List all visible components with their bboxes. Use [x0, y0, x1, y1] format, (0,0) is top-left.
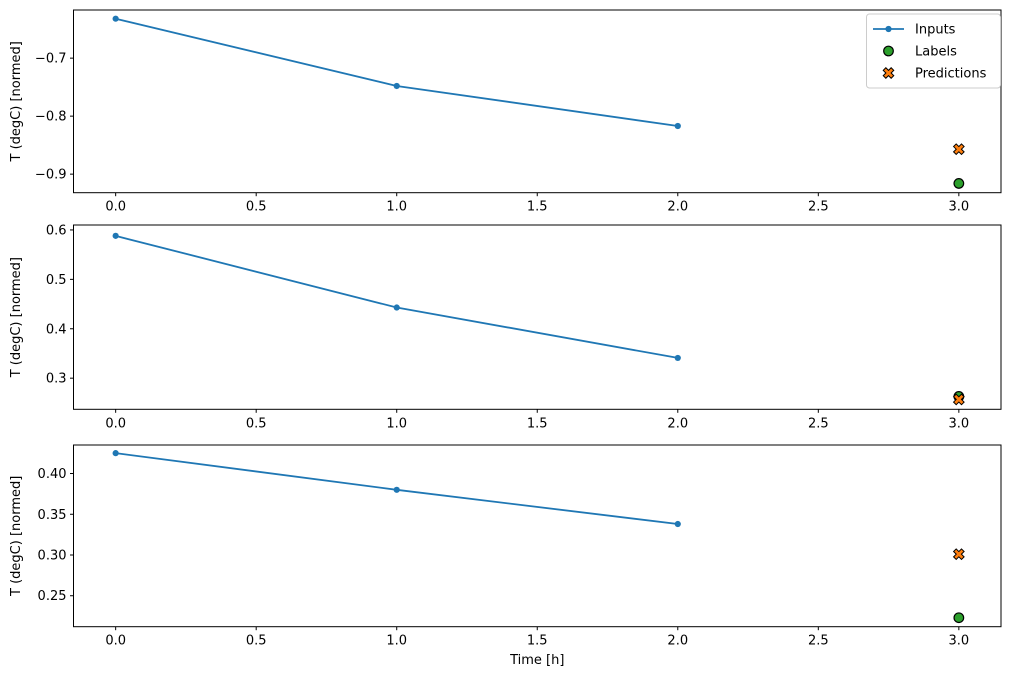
subplot-2: 0.0 0.5 1.0 1.5 2.0 2.5 3.0 0.3 0.4 0.5 0.6 T (degC… — [9, 223, 1002, 431]
x-tick-label: 2.0 — [667, 416, 688, 431]
x-tick-label: 1.5 — [527, 416, 548, 431]
x-tick-label: 0.5 — [246, 416, 267, 431]
subplot-3: 0.0 0.5 1.0 1.5 2.0 2.5 3.0 0.25 0.30 0.35 0.40 T (… — [9, 444, 1002, 668]
inputs-point-marker — [112, 450, 119, 457]
inputs-line — [115, 234, 678, 359]
x-tick-label: 0.0 — [105, 416, 126, 431]
x-tick-label: 1.0 — [386, 200, 407, 215]
y-tick-label: 0.5 — [46, 273, 67, 288]
axes-spines — [73, 9, 1002, 194]
inputs-point-marker — [112, 232, 119, 239]
x-tick-label: 3.0 — [948, 416, 969, 431]
inputs-point-marker — [393, 304, 400, 311]
inputs-line — [115, 17, 678, 127]
y-axis-label: T (degC) [normed] — [9, 476, 24, 597]
x-tick-label: 2.5 — [808, 416, 829, 431]
legend-inputs-marker — [885, 25, 892, 33]
y-tick-label: −0.8 — [35, 110, 67, 125]
axes-spines — [73, 444, 1002, 628]
x-tick-label: 0.5 — [246, 634, 267, 649]
x-tick-label: 3.0 — [948, 200, 969, 215]
legend-label-inputs: Inputs — [915, 23, 956, 38]
predictions-marker — [952, 548, 965, 561]
x-tick-label: 2.0 — [667, 634, 688, 649]
legend-predictions-marker — [882, 67, 895, 79]
inputs-point-marker — [393, 82, 400, 90]
x-tick-label: 1.5 — [527, 634, 548, 649]
legend-label-labels: Labels — [915, 45, 957, 60]
x-tick-label: 1.0 — [386, 416, 407, 431]
inputs-point-marker — [674, 122, 681, 130]
x-tick-label: 1.5 — [527, 200, 548, 215]
legend-label-predictions: Predictions — [915, 67, 987, 82]
x-tick-label: 2.5 — [808, 634, 829, 649]
y-tick-label: 0.3 — [46, 372, 67, 387]
inputs-point-marker — [393, 486, 400, 493]
y-tick-label: −0.9 — [35, 168, 67, 183]
y-axis-label: T (degC) [normed] — [9, 257, 24, 378]
legend: Inputs Labels Predictions — [866, 13, 1001, 89]
y-tick-label: 0.30 — [38, 548, 67, 563]
y-tick-label: −0.7 — [35, 52, 67, 67]
x-tick-label: 0.0 — [105, 634, 126, 649]
x-tick-label: 2.5 — [808, 200, 829, 215]
x-tick-label: 2.0 — [667, 200, 688, 215]
y-axis-label: T (degC) [normed] — [9, 41, 24, 162]
y-tick-label: 0.6 — [46, 223, 67, 238]
x-tick-label: 0.0 — [105, 200, 126, 215]
inputs-point-marker — [112, 15, 119, 22]
inputs-point-marker — [674, 520, 681, 528]
predictions-marker — [952, 393, 965, 406]
labels-marker — [953, 178, 965, 189]
legend-labels-marker — [883, 45, 894, 57]
predictions-marker — [952, 143, 965, 156]
y-tick-label: 0.25 — [38, 589, 67, 604]
x-tick-label: 1.0 — [386, 634, 407, 649]
x-tick-label: 3.0 — [948, 634, 969, 649]
legend-box — [866, 13, 1001, 89]
y-tick-label: 0.40 — [38, 467, 67, 482]
y-tick-label: 0.4 — [46, 322, 67, 337]
inputs-point-marker — [674, 354, 681, 362]
x-axis-label: Time [h] — [509, 653, 564, 668]
axes-spines — [73, 224, 1002, 410]
x-tick-label: 0.5 — [246, 200, 267, 215]
labels-marker — [953, 612, 965, 624]
y-tick-label: 0.35 — [38, 508, 67, 523]
subplot-1: 0.0 0.5 1.0 1.5 2.0 2.5 3.0 −0.9 −0.8 −0.7 T (degC… — [9, 9, 1002, 215]
